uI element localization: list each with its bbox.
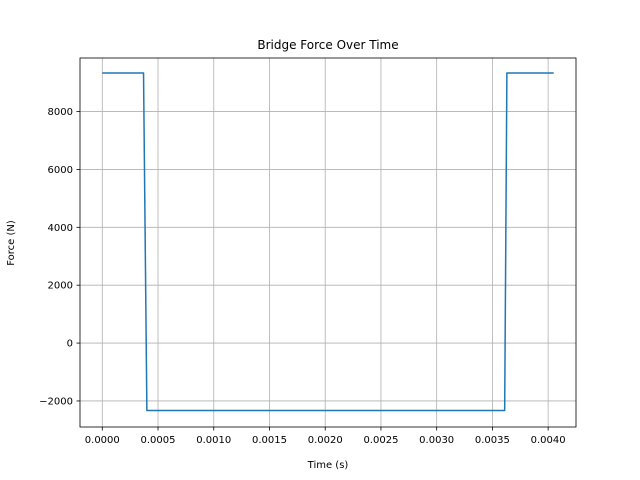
x-tick-label: 0.0025 — [363, 435, 398, 446]
chart-title: Bridge Force Over Time — [257, 38, 398, 52]
x-tick-label: 0.0010 — [196, 435, 231, 446]
force-series-line — [102, 72, 554, 412]
y-tick-label: 2000 — [48, 281, 73, 292]
y-tick-label: 8000 — [48, 107, 73, 118]
plot-frame — [79, 57, 577, 428]
grid-lines — [80, 58, 576, 427]
x-tick-label: 0.0040 — [531, 435, 566, 446]
x-tick-label: 0.0035 — [475, 435, 510, 446]
x-tick-label: 0.0000 — [85, 435, 120, 446]
y-axis-label: Force (N) — [6, 220, 17, 266]
y-tick-label: 4000 — [48, 223, 73, 234]
x-tick-label: 0.0030 — [419, 435, 454, 446]
x-tick-label: 0.0005 — [141, 435, 176, 446]
y-tick-label: −2000 — [39, 396, 73, 407]
x-tick-label: 0.0020 — [308, 435, 343, 446]
x-tick-label: 0.0015 — [252, 435, 287, 446]
x-axis-label: Time (s) — [307, 460, 349, 471]
y-axis-ticks: −2000 0 2000 4000 6000 8000 — [39, 107, 80, 407]
x-axis-ticks: 0.0000 0.0005 0.0010 0.0015 0.0020 0.0025 0.00… — [85, 427, 566, 446]
series-layer — [102, 72, 554, 412]
y-tick-label: 6000 — [48, 165, 73, 176]
y-tick-label: 0 — [67, 339, 73, 350]
